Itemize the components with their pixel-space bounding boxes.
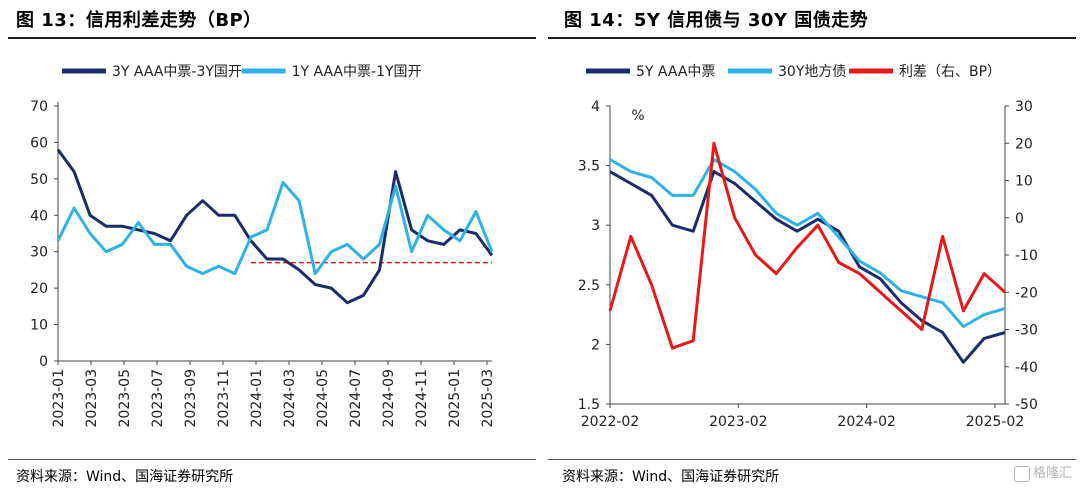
x-tick-label: 2023-07: [150, 369, 166, 428]
series-line: [56, 181, 494, 276]
y-right-tick-label: -30: [1015, 323, 1038, 339]
x-tick-label: 2022-02: [581, 414, 640, 430]
legend-label: 3Y AAA中票-3Y国开: [112, 64, 242, 80]
x-tick-label: 2024-01: [249, 369, 265, 428]
credit-spread-chart: 3Y AAA中票-3Y国开 1Y AAA中票-1Y国开 0 10 20 30 40 50 60 7…: [30, 64, 496, 428]
y-tick-label: 60: [30, 135, 48, 151]
y-right-tick-label: 0: [1015, 211, 1024, 227]
legend-label: 30Y地方债: [778, 64, 846, 80]
y-tick-label: 70: [30, 99, 48, 115]
x-tick-label: 2024-05: [315, 369, 331, 428]
y-right-tick-label: -20: [1015, 285, 1038, 301]
source-note: 资料来源：Wind、国海证券研究所: [16, 469, 234, 485]
x-tick-label: 2025-03: [480, 369, 496, 428]
legend-label: 1Y AAA中票-1Y国开: [292, 64, 422, 80]
legend-label: 5Y AAA中票: [636, 64, 715, 80]
y-tick-label: 20: [30, 281, 48, 297]
y-right-tick-label: 10: [1015, 174, 1033, 190]
x-tick-label: 2024-03: [282, 369, 298, 428]
y-left-tick-label: 4: [591, 99, 600, 115]
chart-title: 图 14：5Y 信用债与 30Y 国债走势: [564, 10, 869, 31]
x-tick-label: 2024-11: [414, 369, 430, 428]
chart-panel-bond-yields: 图 14：5Y 信用债与 30Y 国债走势 5Y AAA中票 30Y地方债 利差（右…: [540, 0, 1080, 494]
x-tick-label: 2023-03: [84, 369, 100, 428]
watermark-icon: [1013, 465, 1030, 482]
series-line: [609, 170, 1006, 364]
x-tick-label: 2023-05: [117, 369, 133, 428]
title-rule: [8, 37, 536, 39]
y-left-tick-label: 2.5: [578, 278, 600, 294]
series-line: [609, 158, 1006, 328]
x-tick-label: 2024-02: [837, 414, 896, 430]
y-tick-label: 40: [30, 208, 48, 224]
y-left-tick-label: 2: [591, 337, 600, 353]
watermark-text: 格隆汇: [1032, 466, 1072, 481]
y-tick-label: 30: [30, 245, 48, 261]
y-right-tick-label: 30: [1015, 99, 1033, 115]
y-left-tick-label: 3.5: [578, 159, 600, 175]
watermark-logo: 格隆汇: [1013, 462, 1072, 482]
y-left-tick-label: 3: [591, 218, 600, 234]
x-tick-label: 2024-07: [348, 369, 364, 428]
bond-yield-chart: 5Y AAA中票 30Y地方债 利差（右、BP） 1.5 2 2.5 3 3.5 4% -50 -4…: [578, 64, 1038, 430]
title-rule: [548, 37, 1076, 39]
x-tick-label: 2023-02: [709, 414, 768, 430]
y-left-tick-label: 1.5: [578, 397, 600, 413]
source-rule: [548, 459, 1076, 460]
y-right-tick-label: -50: [1015, 397, 1038, 413]
x-tick-label: 2023-11: [216, 369, 232, 428]
chart-title: 图 13：信用利差走势（BP）: [16, 10, 262, 31]
y-right-tick-label: -10: [1015, 248, 1038, 264]
series-line: [56, 148, 494, 305]
chart-panel-credit-spread: 图 13：信用利差走势（BP） 3Y AAA中票-3Y国开 1Y AAA中票-1Y…: [8, 10, 536, 485]
series-line: [608, 141, 1007, 350]
x-tick-label: 2024-09: [381, 369, 397, 428]
y-tick-label: 10: [30, 318, 48, 334]
x-tick-label: 2025-01: [447, 369, 463, 428]
y-right-tick-label: -40: [1015, 360, 1038, 376]
unit-label: %: [631, 108, 644, 124]
y-tick-label: 50: [30, 172, 48, 188]
y-tick-label: 0: [39, 354, 48, 370]
x-tick-label: 2023-09: [183, 369, 199, 428]
source-note: 资料来源：Wind、国海证券研究所: [562, 469, 780, 485]
source-rule: [8, 459, 536, 460]
x-tick-label: 2023-01: [51, 369, 67, 428]
legend-label: 利差（右、BP）: [899, 64, 1001, 80]
x-tick-label: 2025-02: [966, 414, 1025, 430]
y-right-tick-label: 20: [1015, 136, 1033, 152]
